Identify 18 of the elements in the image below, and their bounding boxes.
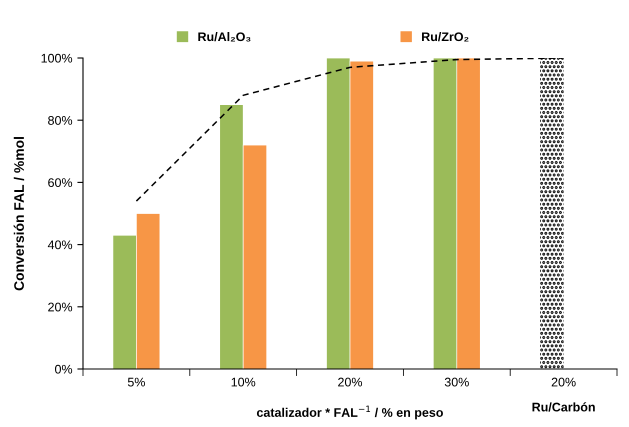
y-tick-label: 60% <box>48 178 72 188</box>
x-tick-label: 30% <box>444 378 469 387</box>
y-tick-label: 0% <box>55 364 72 374</box>
x-tick-label: 10% <box>232 378 256 387</box>
y-axis-title: Conversión FAL / %mol <box>14 137 24 290</box>
text: Ru/Carbón <box>532 402 595 412</box>
y-tick-label: 40% <box>48 240 72 250</box>
y-tick-label: 20% <box>48 302 72 312</box>
y-tick-label: 80% <box>48 116 72 125</box>
line-series <box>136 58 564 202</box>
legend-label: Ru/Al₂O₃ <box>198 32 250 42</box>
bar <box>540 58 564 369</box>
x-axis-title: catalizador * FAL$^{−1}$ / % en peso <box>256 406 443 420</box>
y-tick-label: 100% <box>42 54 72 63</box>
x-tick-label: 20% <box>552 378 576 387</box>
x-tick-label: 20% <box>338 378 362 387</box>
x-tick-label: 5% <box>128 378 145 387</box>
legend-label: Ru/ZrO₂ <box>422 32 468 42</box>
